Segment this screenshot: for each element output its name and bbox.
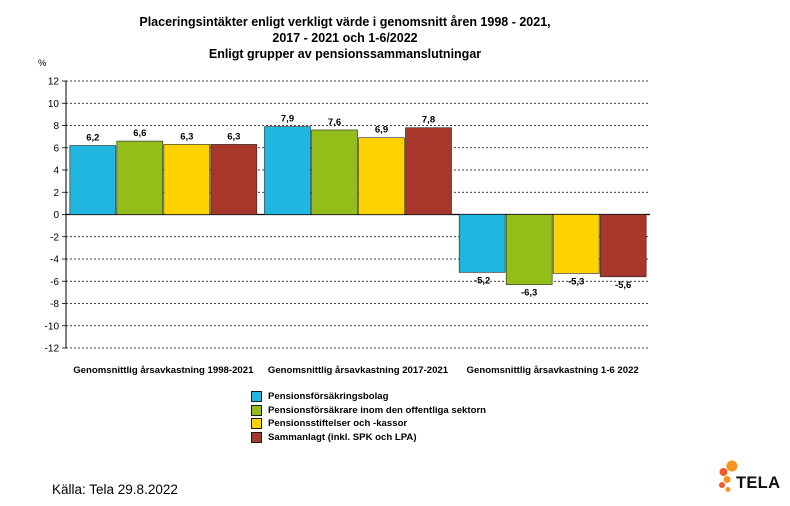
data-label: 6,6 xyxy=(133,128,146,139)
bar xyxy=(405,127,452,215)
chart-title-line-2: 2017 - 2021 och 1-6/2022 xyxy=(272,31,417,45)
bar xyxy=(599,214,647,278)
legend-label: Pensionsstiftelser och -kassor xyxy=(268,418,408,430)
y-axis-unit: % xyxy=(38,58,47,69)
chart-title-line-1: Placeringsintäkter enligt verkligt värde… xyxy=(139,15,550,29)
bars xyxy=(69,126,647,285)
data-label: 7,8 xyxy=(422,115,435,126)
legend-item: Pensionsförsäkringsbolag xyxy=(251,390,486,404)
legend-label: Sammanlagt (inkl. SPK och LPA) xyxy=(268,431,417,443)
y-tick-label: -8 xyxy=(50,299,59,310)
legend-swatch xyxy=(251,431,262,443)
logo-text: TELA xyxy=(736,474,781,492)
data-label: 6,3 xyxy=(180,131,193,142)
y-tick-label: -2 xyxy=(50,232,59,243)
data-label: -5,3 xyxy=(568,276,584,287)
y-tick-label: 10 xyxy=(48,99,60,110)
legend: Pensionsförsäkringsbolag Pensionsförsäkra… xyxy=(251,390,486,444)
bar xyxy=(552,214,600,274)
source-note: Källa: Tela 29.8.2022 xyxy=(52,482,178,497)
y-tick-label: -12 xyxy=(45,344,60,355)
data-labels: 6,2 6,6 6,3 6,3 7,9 7,6 6,9 7,8 -5,2 -6,3 -5,3 -5,6 xyxy=(86,114,631,299)
bar xyxy=(116,140,164,215)
data-label: -6,3 xyxy=(521,288,537,299)
bar xyxy=(69,145,117,215)
legend-label: Pensionsförsäkringsbolag xyxy=(268,391,389,403)
y-tick-label: -6 xyxy=(50,277,59,288)
legend-swatch xyxy=(251,391,262,403)
y-tick-label: -4 xyxy=(50,255,59,266)
bar xyxy=(210,144,258,215)
data-label: 6,3 xyxy=(227,131,240,142)
chart-title-line-3: Enligt grupper av pensionssammanslutning… xyxy=(209,47,481,61)
chart-title-group: Placeringsintäkter enligt verkligt värde… xyxy=(139,15,550,61)
category-label: Genomsnittlig årsavkastning 1-6 2022 xyxy=(467,365,639,376)
bar xyxy=(264,126,311,215)
y-tick-label: -10 xyxy=(45,321,60,332)
bar xyxy=(163,144,211,215)
data-label: -5,6 xyxy=(615,280,631,291)
y-tick-label: 0 xyxy=(53,210,59,221)
legend-item: Sammanlagt (inkl. SPK och LPA) xyxy=(251,431,486,445)
legend-label: Pensionsförsäkrare inom den offentliga s… xyxy=(268,404,487,416)
y-tick-label: 8 xyxy=(53,121,59,132)
data-label: 7,9 xyxy=(281,114,294,125)
bar xyxy=(505,214,553,285)
y-tick-label: 12 xyxy=(48,77,60,88)
category-label: Genomsnittlig årsavkastning 1998-2021 xyxy=(73,365,254,376)
y-tick-label: 6 xyxy=(53,143,59,154)
bar xyxy=(358,137,405,215)
legend-swatch xyxy=(251,418,262,430)
category-labels: Genomsnittlig årsavkastning 1998-2021 Gen… xyxy=(73,365,639,376)
legend-item: Pensionsförsäkrare inom den offentliga s… xyxy=(251,404,486,418)
y-tick-label: 2 xyxy=(53,188,59,199)
legend-item: Pensionsstiftelser och -kassor xyxy=(251,417,486,431)
data-label: 7,6 xyxy=(328,117,341,128)
y-axis-ticks: 12 10 8 6 4 2 0 -2 -4 -6 -8 -10 -12 xyxy=(45,77,67,355)
category-label: Genomsnittlig årsavkastning 2017-2021 xyxy=(268,365,449,376)
gridlines xyxy=(66,80,650,349)
bar xyxy=(311,129,358,215)
legend-swatch xyxy=(251,404,262,416)
data-label: 6,2 xyxy=(86,133,99,144)
data-label: -5,2 xyxy=(474,275,490,286)
bar xyxy=(458,214,506,273)
data-label: 6,9 xyxy=(375,125,388,136)
tela-logo-icon xyxy=(719,460,738,492)
y-tick-label: 4 xyxy=(53,166,59,177)
